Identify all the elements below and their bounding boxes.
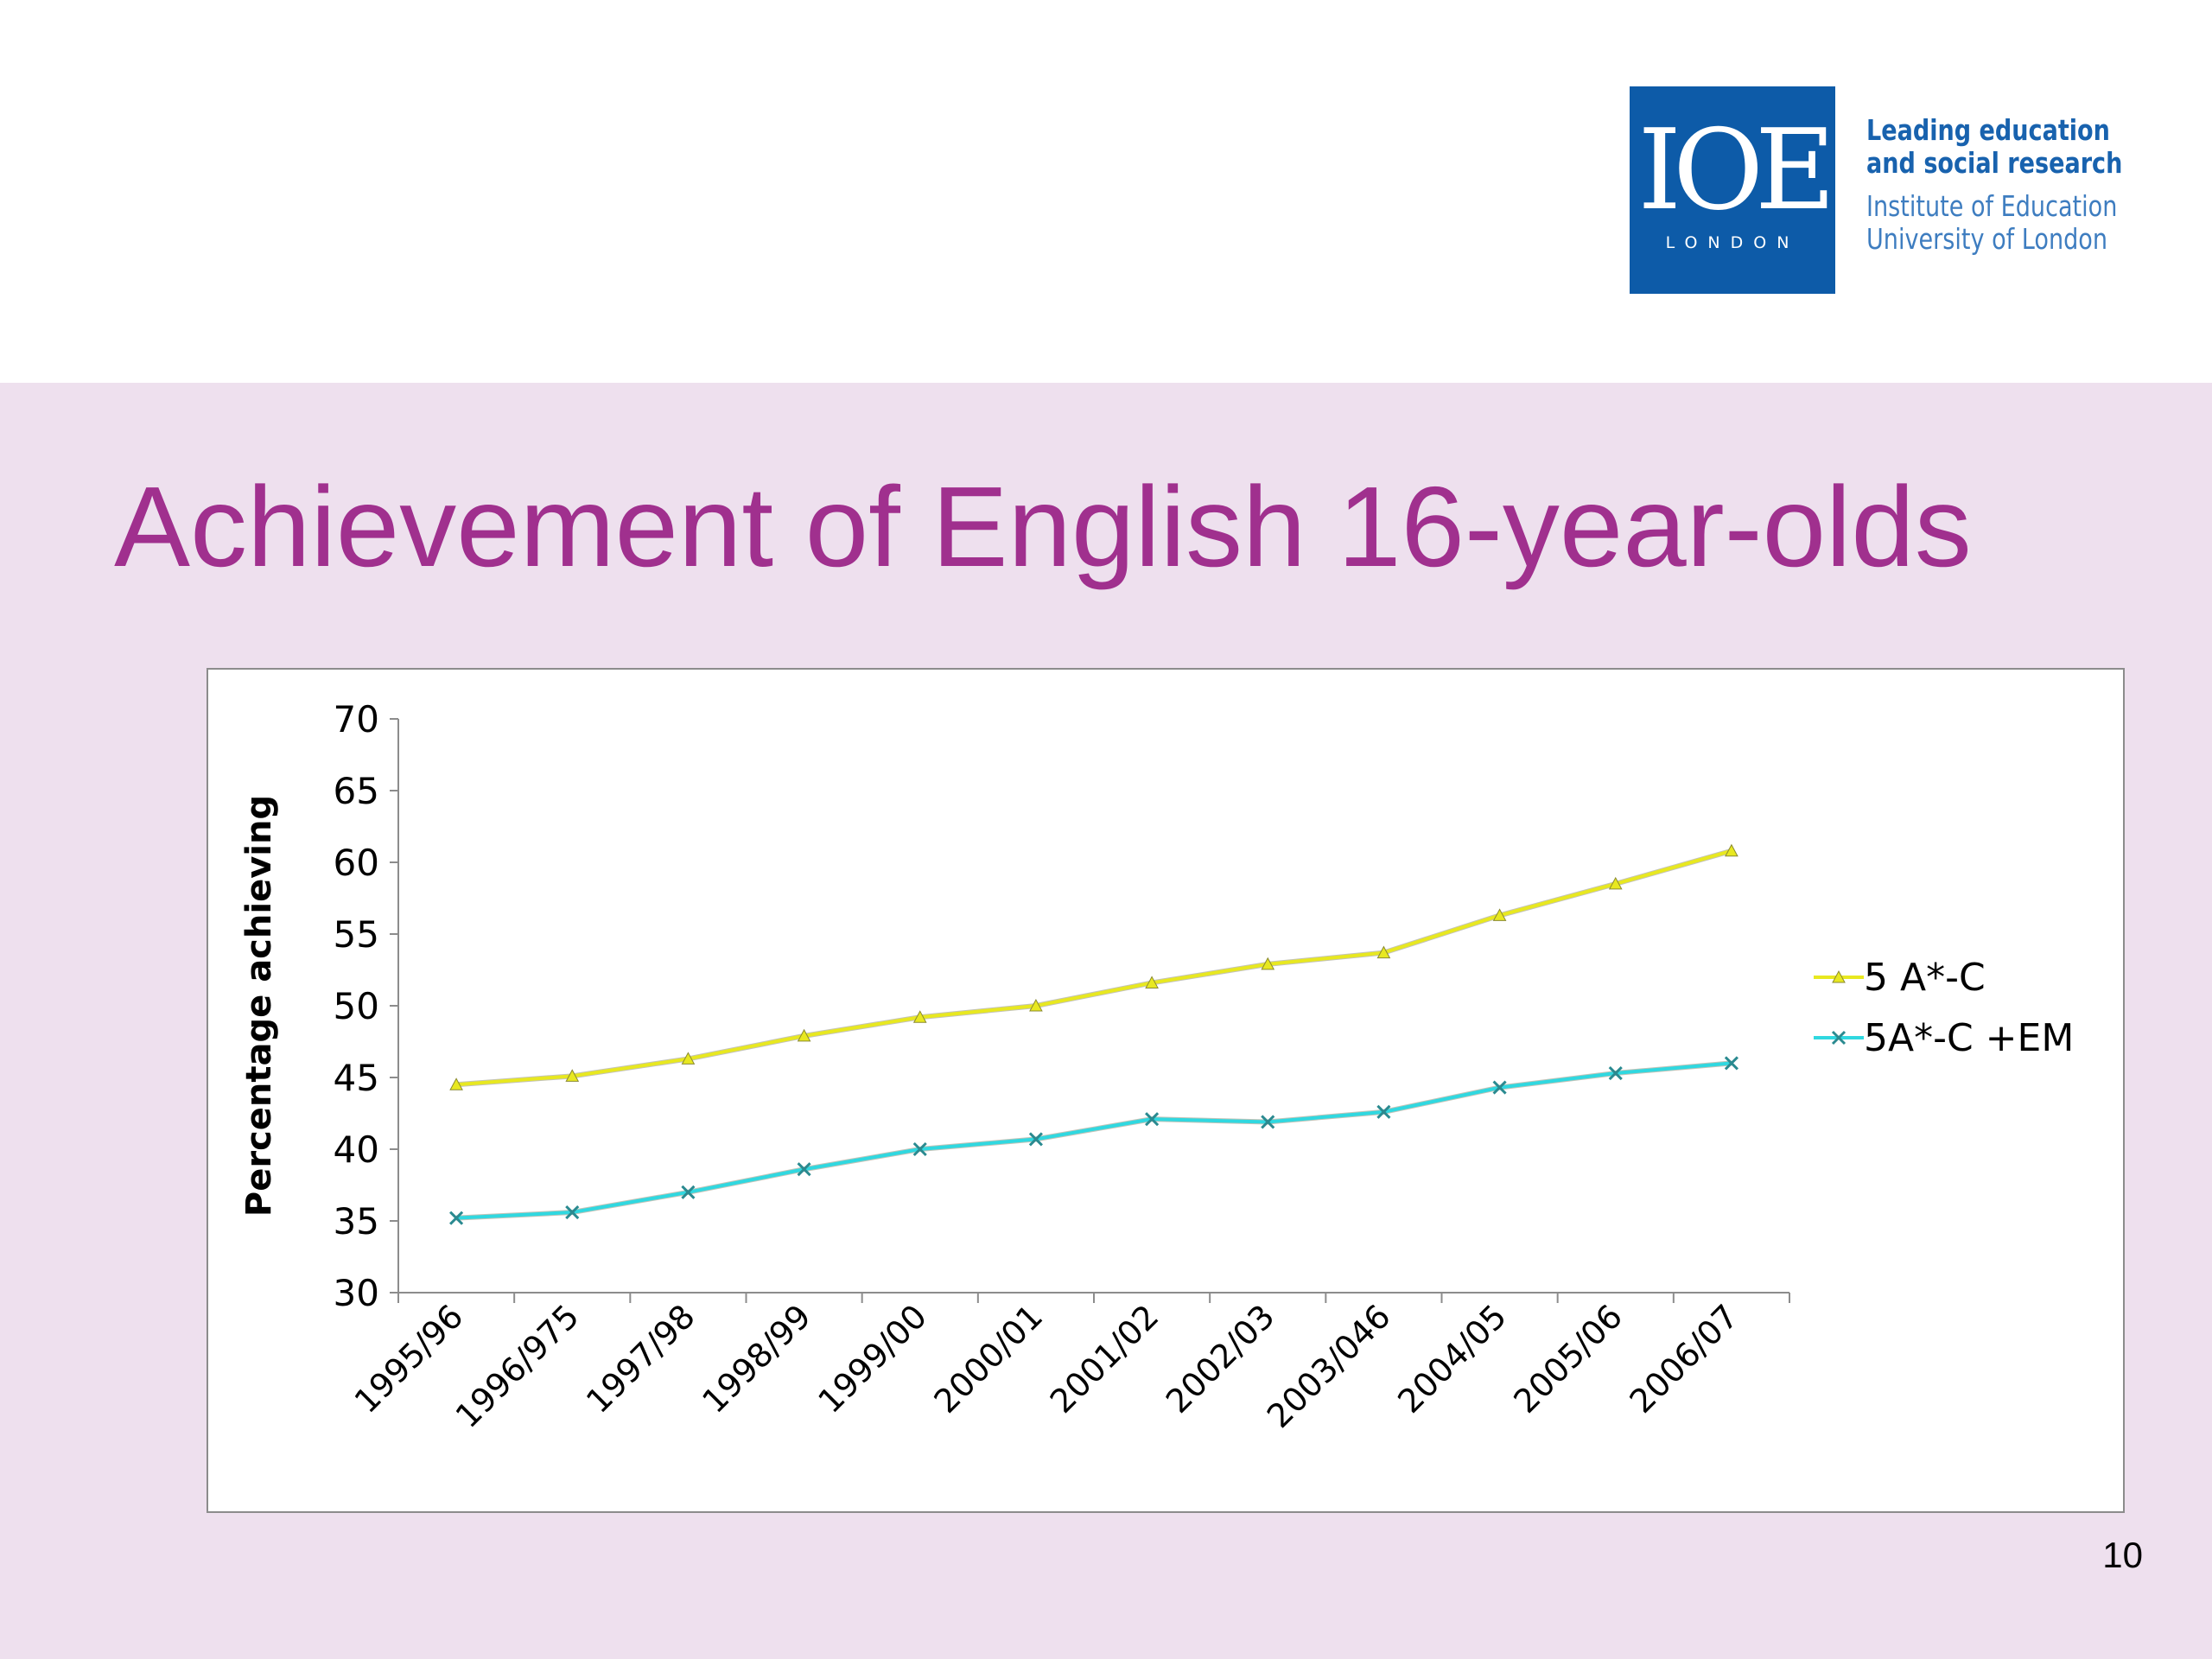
x-tick-label: 2006/07 bbox=[1623, 1297, 1746, 1421]
data-point bbox=[1724, 1056, 1738, 1071]
data-point bbox=[449, 1077, 463, 1090]
logo-subtitle: LONDON bbox=[1665, 233, 1800, 252]
marker-stroke bbox=[1145, 1112, 1160, 1127]
marker-stroke bbox=[912, 1141, 927, 1157]
y-tick-label: 50 bbox=[334, 985, 379, 1027]
institute-line-2: University of London bbox=[1866, 222, 2107, 256]
data-point bbox=[1028, 1132, 1043, 1147]
y-tick-label: 70 bbox=[334, 698, 379, 741]
data-point bbox=[1376, 945, 1391, 959]
x-tick-label: 2002/03 bbox=[1159, 1297, 1282, 1421]
data-point bbox=[1145, 1112, 1160, 1127]
data-point bbox=[1608, 876, 1623, 890]
y-tick-label: 65 bbox=[334, 770, 379, 812]
marker-stroke bbox=[681, 1185, 696, 1199]
y-tick-label: 60 bbox=[334, 842, 379, 884]
y-tick-label: 55 bbox=[334, 913, 379, 956]
data-point bbox=[1029, 998, 1043, 1012]
data-point bbox=[1261, 957, 1275, 970]
institute-name: Institute of Education University of Lon… bbox=[1866, 190, 2117, 256]
y-tick-label: 40 bbox=[334, 1128, 379, 1171]
data-point bbox=[797, 1162, 811, 1177]
x-tick-label: 2003/046 bbox=[1260, 1297, 1398, 1435]
x-tick-label: 1999/00 bbox=[810, 1297, 934, 1421]
marker-stroke bbox=[1608, 1065, 1623, 1081]
marker-stroke bbox=[1028, 1132, 1043, 1147]
series-line-shadow bbox=[455, 1060, 1732, 1221]
data-point bbox=[912, 1141, 927, 1157]
logo-tagline: Leading education and social research bbox=[1866, 114, 2122, 180]
header-band bbox=[0, 0, 2212, 383]
tagline-line-2: and social research bbox=[1866, 146, 2123, 180]
marker-stroke bbox=[565, 1205, 580, 1220]
data-point bbox=[1261, 1115, 1275, 1129]
marker-stroke bbox=[1724, 1056, 1738, 1071]
marker-stroke bbox=[1261, 1115, 1275, 1129]
marker-stroke bbox=[449, 1211, 464, 1225]
chart-frame: 30 35 40 45 50 55 60 65 70 1995/96 1996/975 1997/98… bbox=[207, 668, 2125, 1513]
marker-stroke bbox=[797, 1162, 811, 1177]
legend-label: 5A*-C +EM bbox=[1864, 1016, 2074, 1060]
data-point bbox=[1608, 1065, 1623, 1081]
legend-marker bbox=[1832, 969, 1846, 983]
y-axis-title: Percentage achieving bbox=[239, 795, 279, 1217]
x-tick-label: 2001/02 bbox=[1043, 1297, 1166, 1421]
data-point bbox=[1492, 908, 1507, 921]
ioe-logo: IOE LONDON bbox=[1630, 86, 1835, 294]
slide-title: Achievement of English 16-year-olds bbox=[114, 463, 1972, 590]
institute-line-1: Institute of Education bbox=[1866, 189, 2118, 223]
data-point bbox=[449, 1211, 464, 1225]
x-tick-label: 1998/99 bbox=[695, 1297, 818, 1421]
page-number: 10 bbox=[2102, 1535, 2143, 1575]
legend-marker bbox=[1831, 1030, 1847, 1046]
tagline-line-1: Leading education bbox=[1866, 113, 2110, 147]
y-tick-label: 35 bbox=[334, 1200, 379, 1243]
x-tick-label: 2004/05 bbox=[1390, 1297, 1514, 1421]
line-chart: 30 35 40 45 50 55 60 65 70 1995/961996/9751997/98… bbox=[239, 698, 2074, 1435]
series-line bbox=[455, 1061, 1732, 1220]
legend-label: 5 A*-C bbox=[1864, 956, 1986, 1000]
x-tick-label: 2005/06 bbox=[1506, 1297, 1630, 1421]
marker-stroke bbox=[1492, 1080, 1507, 1095]
y-tick-label: 45 bbox=[334, 1057, 379, 1099]
x-tick-label: 2000/01 bbox=[927, 1297, 1051, 1421]
series-line-shadow bbox=[455, 848, 1732, 1088]
data-point bbox=[565, 1069, 580, 1082]
logo-mark: IOE bbox=[1637, 106, 1836, 235]
data-point bbox=[1492, 1080, 1507, 1095]
y-tick-label: 30 bbox=[334, 1272, 379, 1314]
data-point bbox=[681, 1052, 696, 1065]
data-point bbox=[797, 1028, 811, 1042]
data-point bbox=[912, 1010, 927, 1023]
marker-stroke bbox=[1376, 1104, 1391, 1119]
data-point bbox=[1145, 976, 1159, 988]
data-point bbox=[565, 1205, 580, 1220]
data-point bbox=[1376, 1104, 1391, 1119]
data-point bbox=[1725, 843, 1738, 857]
x-tick-label: 1997/98 bbox=[579, 1297, 702, 1421]
x-tick-label: 1996/975 bbox=[448, 1297, 587, 1435]
series-line bbox=[455, 849, 1732, 1087]
x-tick-label: 1995/96 bbox=[347, 1297, 471, 1421]
data-point bbox=[681, 1185, 696, 1199]
